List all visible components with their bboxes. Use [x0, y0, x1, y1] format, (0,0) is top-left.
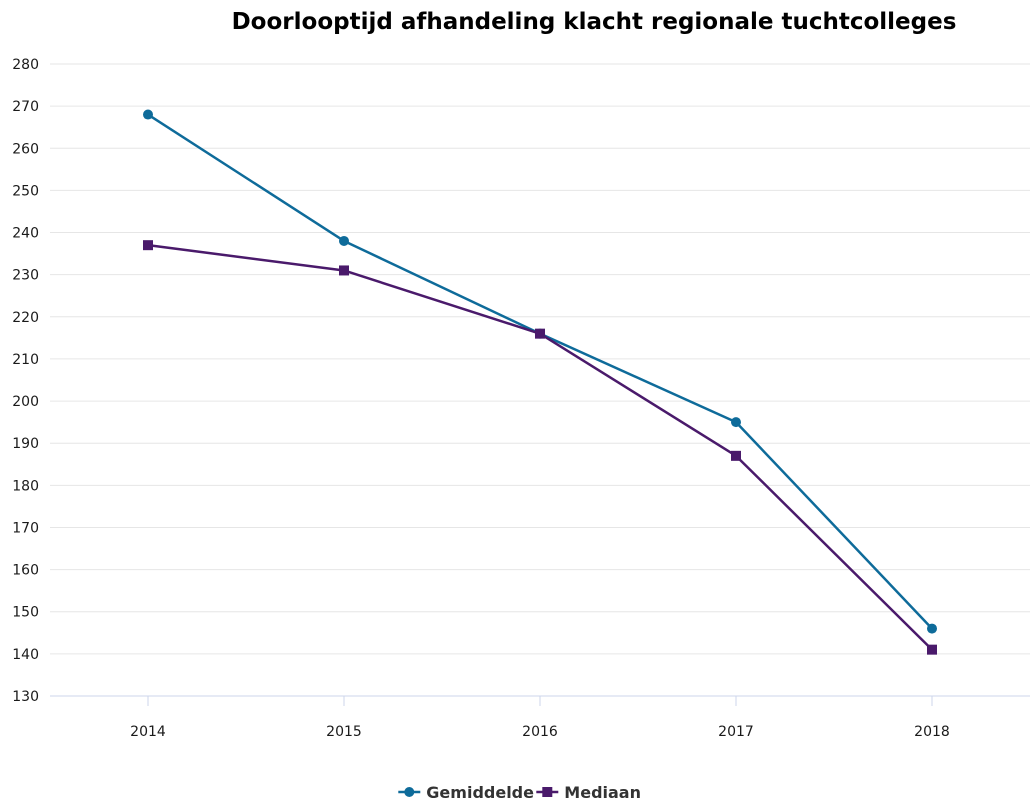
legend-marker-gemiddelde: [404, 787, 415, 797]
series-mediaan: [143, 240, 937, 655]
legend[interactable]: Gemiddelde Mediaan: [398, 783, 641, 802]
y-tick-label: 270: [12, 99, 39, 115]
y-tick-label: 140: [12, 647, 39, 663]
y-tick-label: 240: [12, 226, 39, 242]
gridlines: [50, 63, 1030, 655]
y-tick-label: 150: [12, 605, 39, 621]
y-tick-label: 250: [12, 183, 39, 199]
y-tick-label: 230: [12, 268, 39, 284]
series-line-gemiddelde: [146, 113, 934, 630]
legend-label-gemiddelde: Gemiddelde: [426, 783, 534, 802]
y-tick-label: 210: [12, 352, 39, 368]
x-axis: 2014 2015 2016 2017 2018: [50, 695, 1030, 740]
data-point-mediaan[interactable]: [927, 644, 937, 655]
data-point-mediaan[interactable]: [339, 265, 349, 276]
data-point-gemiddelde[interactable]: [731, 417, 741, 428]
data-point-gemiddelde[interactable]: [339, 235, 349, 246]
legend-label-mediaan: Mediaan: [564, 783, 641, 802]
y-tick-label: 220: [12, 310, 39, 326]
chart-title: Doorlooptijd afhandeling klacht regional…: [232, 9, 957, 35]
data-point-mediaan[interactable]: [143, 240, 153, 251]
x-tick-label: 2015: [326, 724, 362, 740]
data-point-gemiddelde[interactable]: [143, 109, 153, 120]
series-line-mediaan: [146, 243, 934, 651]
data-point-mediaan[interactable]: [535, 328, 545, 339]
data-point-mediaan[interactable]: [731, 450, 741, 461]
series-group: [143, 109, 937, 655]
y-tick-label: 260: [12, 141, 39, 157]
y-tick-label: 280: [12, 57, 39, 73]
x-tick-label: 2017: [718, 724, 754, 740]
y-tick-label: 190: [12, 436, 39, 452]
x-tick-label: 2018: [914, 724, 950, 740]
x-tick-label: 2014: [130, 724, 166, 740]
y-tick-label: 160: [12, 563, 39, 579]
y-tick-label: 170: [12, 520, 39, 536]
legend-item-mediaan[interactable]: Mediaan: [536, 783, 641, 802]
y-axis: 130 140 150 160 170 180 190 200 210 220 230 240 250 2…: [12, 57, 39, 705]
y-tick-label: 180: [12, 478, 39, 494]
series-gemiddelde: [143, 109, 937, 634]
legend-item-gemiddelde[interactable]: Gemiddelde: [398, 783, 534, 802]
y-tick-label: 200: [12, 394, 39, 410]
data-point-gemiddelde[interactable]: [927, 623, 937, 634]
legend-marker-mediaan: [542, 787, 553, 797]
x-tick-label: 2016: [522, 724, 558, 740]
y-tick-label: 130: [12, 689, 39, 705]
